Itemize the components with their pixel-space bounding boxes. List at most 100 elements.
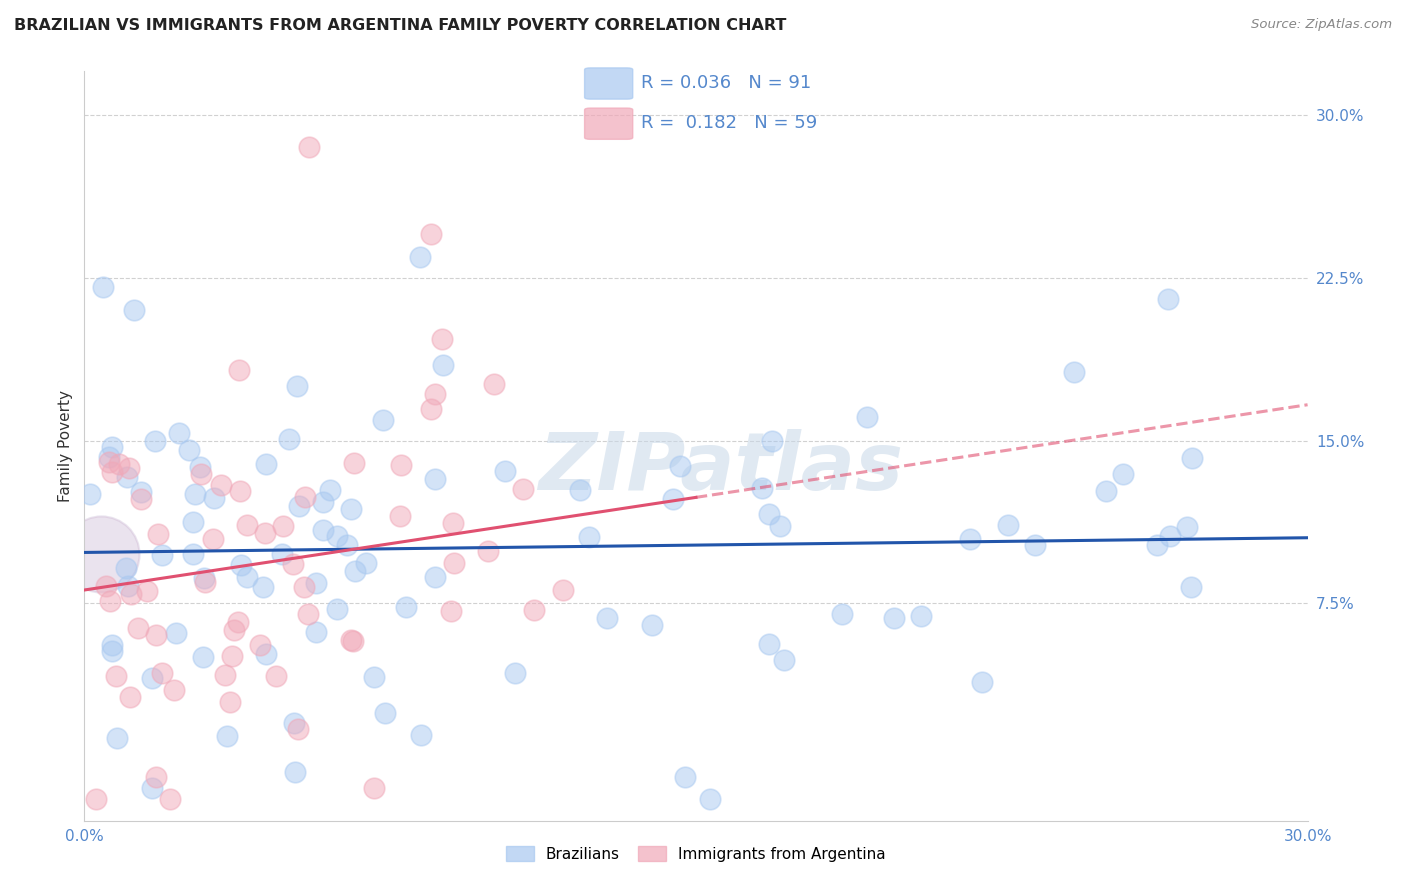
Point [129,491,152,506]
Point [117,579,139,593]
Point [221,648,243,663]
Point [1146,538,1168,552]
Point [101,441,124,455]
Point [344,564,367,578]
Point [1063,365,1085,379]
Point [420,227,443,242]
Point [768,519,790,533]
Point [371,413,394,427]
Point [101,465,124,479]
Point [167,425,190,440]
Point [188,460,211,475]
Point [115,470,138,484]
Point [141,780,163,795]
Point [108,457,131,471]
Point [224,624,246,638]
Point [159,792,181,806]
Point [105,731,128,745]
Point [551,582,574,597]
Text: BRAZILIAN VS IMMIGRANTS FROM ARGENTINA FAMILY POVERTY CORRELATION CHART: BRAZILIAN VS IMMIGRANTS FROM ARGENTINA F… [14,18,786,33]
Point [145,770,167,784]
Point [340,632,363,647]
Point [758,507,780,521]
Point [1175,520,1198,534]
Point [443,556,465,570]
Point [145,628,167,642]
Point [319,483,342,497]
Point [79,487,101,501]
Legend: Brazilians, Immigrants from Argentina: Brazilians, Immigrants from Argentina [499,838,893,869]
Point [98,593,121,607]
Point [181,547,204,561]
Point [254,525,277,540]
Point [120,690,142,705]
Point [94,579,117,593]
Point [271,519,294,533]
Point [297,607,319,621]
Point [523,603,546,617]
Point [193,570,215,584]
Point [751,481,773,495]
Point [409,728,432,742]
Point [135,584,157,599]
Text: R = 0.036   N = 91: R = 0.036 N = 91 [641,74,811,92]
Point [129,485,152,500]
Point [165,626,187,640]
Point [120,587,142,601]
Point [283,557,305,571]
Point [90,547,112,561]
Point [423,472,446,486]
Point [425,386,447,401]
Point [356,557,378,571]
Point [970,674,993,689]
Point [409,251,432,265]
Point [343,456,366,470]
Point [312,495,335,509]
Point [229,558,252,573]
Point [1112,467,1135,481]
Point [146,526,169,541]
Point [193,649,215,664]
Point [287,499,309,513]
Point [194,574,217,589]
Point [163,682,186,697]
Point [1181,451,1204,466]
Point [883,610,905,624]
Point [363,780,385,795]
Point [287,723,309,737]
Text: Source: ZipAtlas.com: Source: ZipAtlas.com [1251,18,1392,31]
Point [304,575,326,590]
FancyBboxPatch shape [585,108,633,139]
Point [477,544,499,558]
Point [641,618,664,632]
Point [1095,483,1118,498]
Point [1180,580,1202,594]
Point [305,624,328,639]
Point [340,502,363,516]
Point [596,611,619,625]
Point [228,363,250,377]
Point [1159,529,1181,543]
Point [150,666,173,681]
Point [363,670,385,684]
Point [512,482,534,496]
Point [264,669,287,683]
Point [503,666,526,681]
Point [699,792,721,806]
Point [662,491,685,506]
Point [219,694,242,708]
Text: ZIPatlas: ZIPatlas [538,429,903,508]
Point [190,467,212,481]
Point [229,484,252,499]
Point [97,450,120,465]
Point [374,706,396,721]
Point [90,547,112,561]
Point [214,668,236,682]
Point [342,633,364,648]
Point [101,644,124,658]
Point [143,434,166,448]
Point [292,580,315,594]
Point [177,443,200,458]
Point [856,409,879,424]
Point [1157,293,1180,307]
